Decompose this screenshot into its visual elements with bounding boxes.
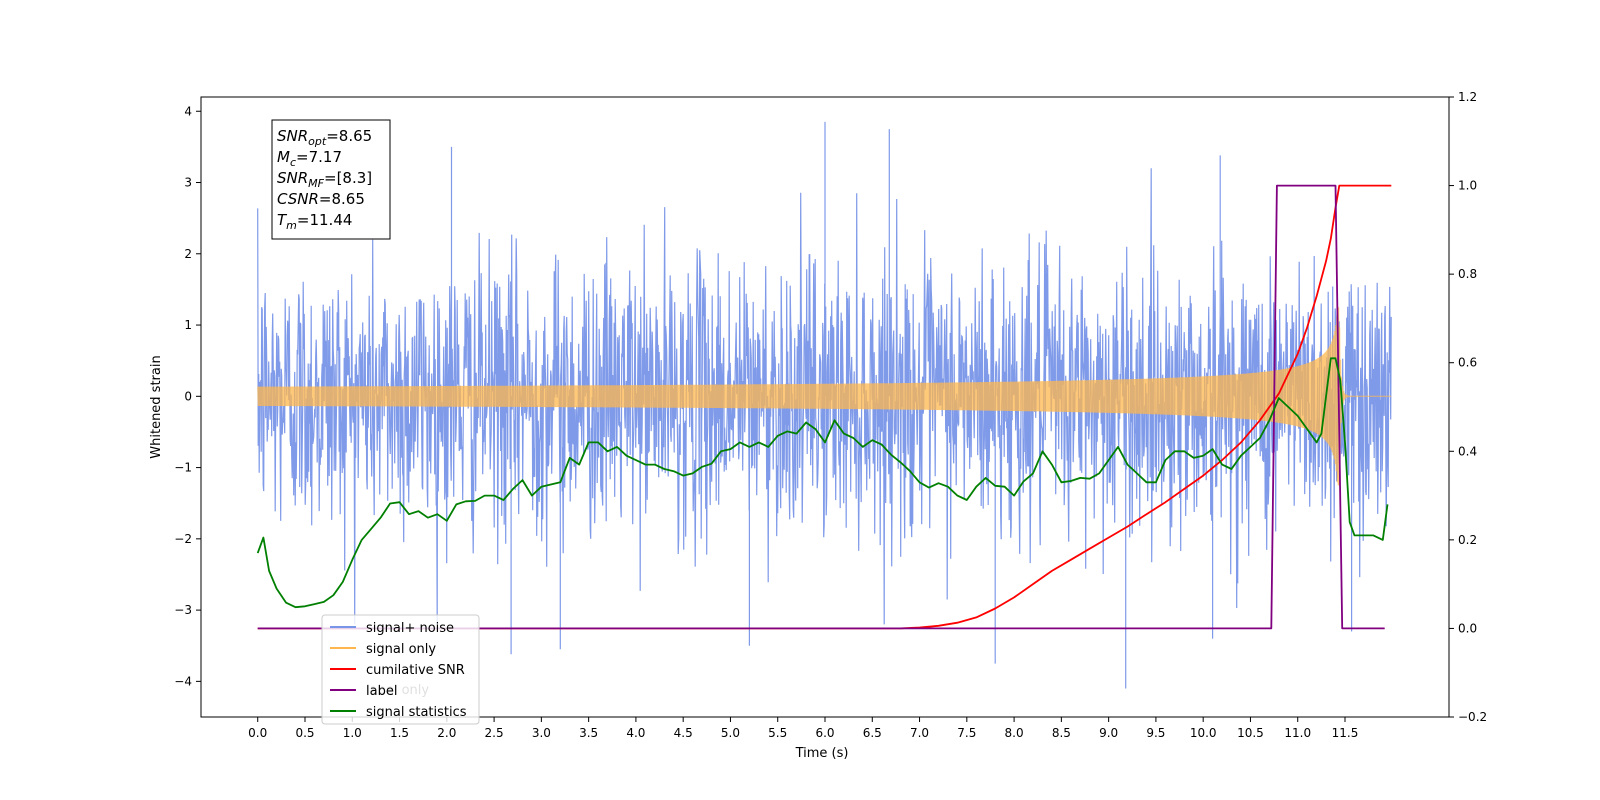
y-axis: −4 −3 −2 −1 0 1 2 3 4 bbox=[174, 104, 201, 688]
x-tick-label: 8.0 bbox=[1005, 726, 1024, 740]
x-tick-label: 0.5 bbox=[295, 726, 314, 740]
legend-entry: signal+ noise bbox=[366, 621, 454, 636]
x-tick-label: 11.0 bbox=[1284, 726, 1311, 740]
y2-tick-label: 0.2 bbox=[1458, 533, 1477, 547]
legend-entry: signal statistics bbox=[366, 705, 467, 720]
x-tick-label: 10.5 bbox=[1237, 726, 1264, 740]
series-cumilative-snr bbox=[257, 184, 1392, 630]
annotation-line: Tm=11.44 bbox=[277, 211, 352, 232]
annotation-line: SNRMF=[8.3] bbox=[277, 169, 372, 190]
x-tick-label: 7.5 bbox=[957, 726, 976, 740]
x-tick-label: 3.5 bbox=[579, 726, 598, 740]
x-tick-label: 1.5 bbox=[390, 726, 409, 740]
y2-tick-label: 0.0 bbox=[1458, 621, 1477, 635]
x-tick-label: 7.0 bbox=[910, 726, 929, 740]
y2-tick-label: 0.4 bbox=[1458, 444, 1477, 458]
x-tick-label: 5.0 bbox=[721, 726, 740, 740]
x-tick-label: 1.0 bbox=[343, 726, 362, 740]
series-signal-only bbox=[257, 307, 1392, 486]
legend-hidden-text: label only bbox=[366, 683, 429, 698]
annotation-frame bbox=[271, 119, 391, 240]
y-tick-label: −3 bbox=[174, 603, 192, 617]
x-tick-label: 4.0 bbox=[626, 726, 645, 740]
x-tick-label: 3.0 bbox=[532, 726, 551, 740]
y-tick-label: 0 bbox=[184, 389, 192, 403]
series-label bbox=[257, 184, 1385, 630]
legend-entry: signal only bbox=[366, 642, 436, 657]
series-layer bbox=[256, 121, 1392, 689]
y2-tick-label: 1.2 bbox=[1458, 90, 1477, 104]
x-tick-label: 9.0 bbox=[1099, 726, 1118, 740]
x-tick-label: 6.5 bbox=[863, 726, 882, 740]
x-tick-label: 8.5 bbox=[1052, 726, 1071, 740]
y-tick-label: 1 bbox=[184, 318, 192, 332]
x-tick-label: 2.5 bbox=[485, 726, 504, 740]
x-tick-label: 4.5 bbox=[674, 726, 693, 740]
x-tick-label: 10.0 bbox=[1190, 726, 1217, 740]
legend: label only signal+ noise signal only cumila… bbox=[321, 614, 480, 725]
y-tick-label: 3 bbox=[184, 176, 192, 190]
y-tick-label: −2 bbox=[174, 532, 192, 546]
y-tick-label: −4 bbox=[174, 674, 192, 688]
x-tick-label: 5.5 bbox=[768, 726, 787, 740]
y-tick-label: 2 bbox=[184, 247, 192, 261]
y2-axis: −0.2 0.0 0.2 0.4 0.6 0.8 1.0 1.2 bbox=[1449, 90, 1487, 724]
y2-tick-label: 1.0 bbox=[1458, 179, 1477, 193]
series-signal-statistics bbox=[256, 357, 1389, 609]
x-tick-label: 9.5 bbox=[1146, 726, 1165, 740]
y2-tick-label: −0.2 bbox=[1458, 710, 1487, 724]
y-axis-label: Whitened strain bbox=[149, 355, 164, 458]
y-tick-label: −1 bbox=[174, 461, 192, 475]
legend-entry: label bbox=[366, 684, 397, 699]
legend-entry: cumilative SNR bbox=[366, 663, 465, 678]
legend-frame bbox=[321, 614, 480, 725]
y-tick-label: 4 bbox=[184, 104, 192, 118]
x-tick-label: 6.0 bbox=[815, 726, 834, 740]
annotation-line: SNRopt=8.65 bbox=[277, 127, 372, 148]
x-axis-label: Time (s) bbox=[795, 746, 849, 761]
annotation-line: CSNR=8.65 bbox=[277, 190, 365, 208]
x-tick-label: 2.0 bbox=[437, 726, 456, 740]
x-axis: 0.0 0.5 1.0 1.5 2.0 2.5 3.0 3.5 4.0 4.5 5.0 5.5 6.0 6… bbox=[248, 717, 1358, 740]
x-tick-label: 0.0 bbox=[248, 726, 267, 740]
annotation-line: Mc=7.17 bbox=[277, 148, 342, 169]
x-tick-label: 11.5 bbox=[1332, 726, 1359, 740]
y2-tick-label: 0.6 bbox=[1458, 356, 1477, 370]
y2-tick-label: 0.8 bbox=[1458, 267, 1477, 281]
